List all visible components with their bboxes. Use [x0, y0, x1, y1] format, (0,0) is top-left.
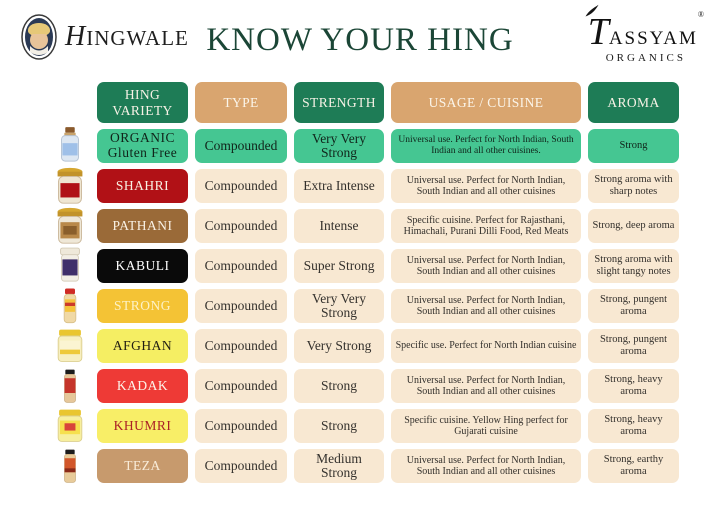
- aroma-cell: Strong: [588, 129, 679, 163]
- jar-icon: [60, 247, 80, 282]
- type-cell: Compounded: [195, 249, 287, 283]
- aroma-cell: Strong, pungent aroma: [588, 329, 679, 363]
- strength-cell: Extra Intense: [294, 169, 384, 203]
- aroma-cell: Strong, heavy aroma: [588, 369, 679, 403]
- col-header-type: TYPE: [195, 82, 287, 123]
- type-cell: Compounded: [195, 329, 287, 363]
- strength-cell: Intense: [294, 209, 384, 243]
- col-header-strength: STRENGTH: [294, 82, 384, 123]
- product-photo-kabuli: [50, 247, 90, 283]
- bottle-icon: [61, 127, 79, 162]
- tassyam-wordmark: TASSYAM: [587, 11, 698, 53]
- aroma-cell: Strong, heavy aroma: [588, 409, 679, 443]
- product-photo-pathani: [50, 207, 90, 244]
- aroma-cell: Strong, pungent aroma: [588, 289, 679, 323]
- jar-icon: [57, 207, 83, 244]
- variety-pill: KHUMRI: [97, 409, 188, 443]
- hingwale-wordmark: HINGWALE: [65, 21, 189, 52]
- variety-pill: PATHANI: [97, 209, 188, 243]
- bottle-icon: [64, 369, 76, 403]
- strength-cell: Very Very Strong: [294, 129, 384, 163]
- page-title: KNOW YOUR HING: [206, 22, 514, 58]
- registered-mark: ®: [697, 10, 704, 19]
- type-cell: Compounded: [195, 369, 287, 403]
- strength-cell: Strong: [294, 369, 384, 403]
- type-cell: Compounded: [195, 169, 287, 203]
- usage-cell: Specific cuisine. Yellow Hing perfect fo…: [391, 409, 581, 443]
- variety-pill: ORGANIC Gluten Free: [97, 129, 188, 163]
- usage-cell: Universal use. Perfect for North Indian,…: [391, 289, 581, 323]
- aroma-cell: Strong aroma with slight tangy notes: [588, 249, 679, 283]
- usage-cell: Specific cuisine. Perfect for Rajasthani…: [391, 209, 581, 243]
- product-photo-afghan: [50, 329, 90, 363]
- jar-icon: [57, 167, 83, 204]
- variety-pill: KADAK: [97, 369, 188, 403]
- variety-pill: TEZA: [97, 449, 188, 483]
- bird-icon: [585, 4, 599, 17]
- strength-cell: Medium Strong: [294, 449, 384, 483]
- header-spacer: [50, 82, 90, 123]
- variety-pill: SHAHRI: [97, 169, 188, 203]
- aroma-cell: Strong, earthy aroma: [588, 449, 679, 483]
- bottle-icon: [63, 288, 77, 324]
- col-header-hing-variety: HING VARIETY: [97, 82, 188, 123]
- usage-cell: Universal use. Perfect for North Indian,…: [391, 169, 581, 203]
- aroma-cell: Strong aroma with sharp notes: [588, 169, 679, 203]
- usage-cell: Universal use. Perfect for North Indian,…: [391, 369, 581, 403]
- tassyam-logo: TASSYAM® ORGANICS: [585, 4, 704, 64]
- brand-bar: HINGWALE KNOW YOUR HING TASSYAM® ORGANIC…: [0, 0, 720, 82]
- type-cell: Compounded: [195, 449, 287, 483]
- variety-pill: STRONG: [97, 289, 188, 323]
- hingwale-badge-icon: [21, 14, 57, 60]
- type-cell: Compounded: [195, 289, 287, 323]
- product-photo-shahri: [50, 167, 90, 204]
- product-photo-khumri: [50, 409, 90, 443]
- variety-pill: AFGHAN: [97, 329, 188, 363]
- type-cell: Compounded: [195, 129, 287, 163]
- jar-icon: [57, 409, 83, 442]
- bottle-icon: [64, 449, 76, 483]
- strength-cell: Very Very Strong: [294, 289, 384, 323]
- type-cell: Compounded: [195, 209, 287, 243]
- type-cell: Compounded: [195, 409, 287, 443]
- hing-comparison-table: HING VARIETY TYPE STRENGTH USAGE / CUISI…: [50, 82, 679, 483]
- col-header-usage-cuisine: USAGE / CUISINE: [391, 82, 581, 123]
- usage-cell: Universal use. Perfect for North Indian,…: [391, 249, 581, 283]
- aroma-cell: Strong, deep aroma: [588, 209, 679, 243]
- usage-cell: Universal use. Perfect for North Indian,…: [391, 129, 581, 163]
- tassyam-subtitle: ORGANICS: [605, 52, 686, 64]
- jar-icon: [57, 329, 83, 362]
- hingwale-logo: HINGWALE: [20, 13, 189, 61]
- product-photo-kadak: [50, 369, 90, 403]
- strength-cell: Super Strong: [294, 249, 384, 283]
- usage-cell: Specific use. Perfect for North Indian c…: [391, 329, 581, 363]
- product-photo-teza: [50, 449, 90, 483]
- strength-cell: Strong: [294, 409, 384, 443]
- strength-cell: Very Strong: [294, 329, 384, 363]
- col-header-aroma: AROMA: [588, 82, 679, 123]
- variety-pill: KABULI: [97, 249, 188, 283]
- product-photo-organic: [50, 127, 90, 163]
- product-photo-strong: [50, 288, 90, 324]
- usage-cell: Universal use. Perfect for North Indian,…: [391, 449, 581, 483]
